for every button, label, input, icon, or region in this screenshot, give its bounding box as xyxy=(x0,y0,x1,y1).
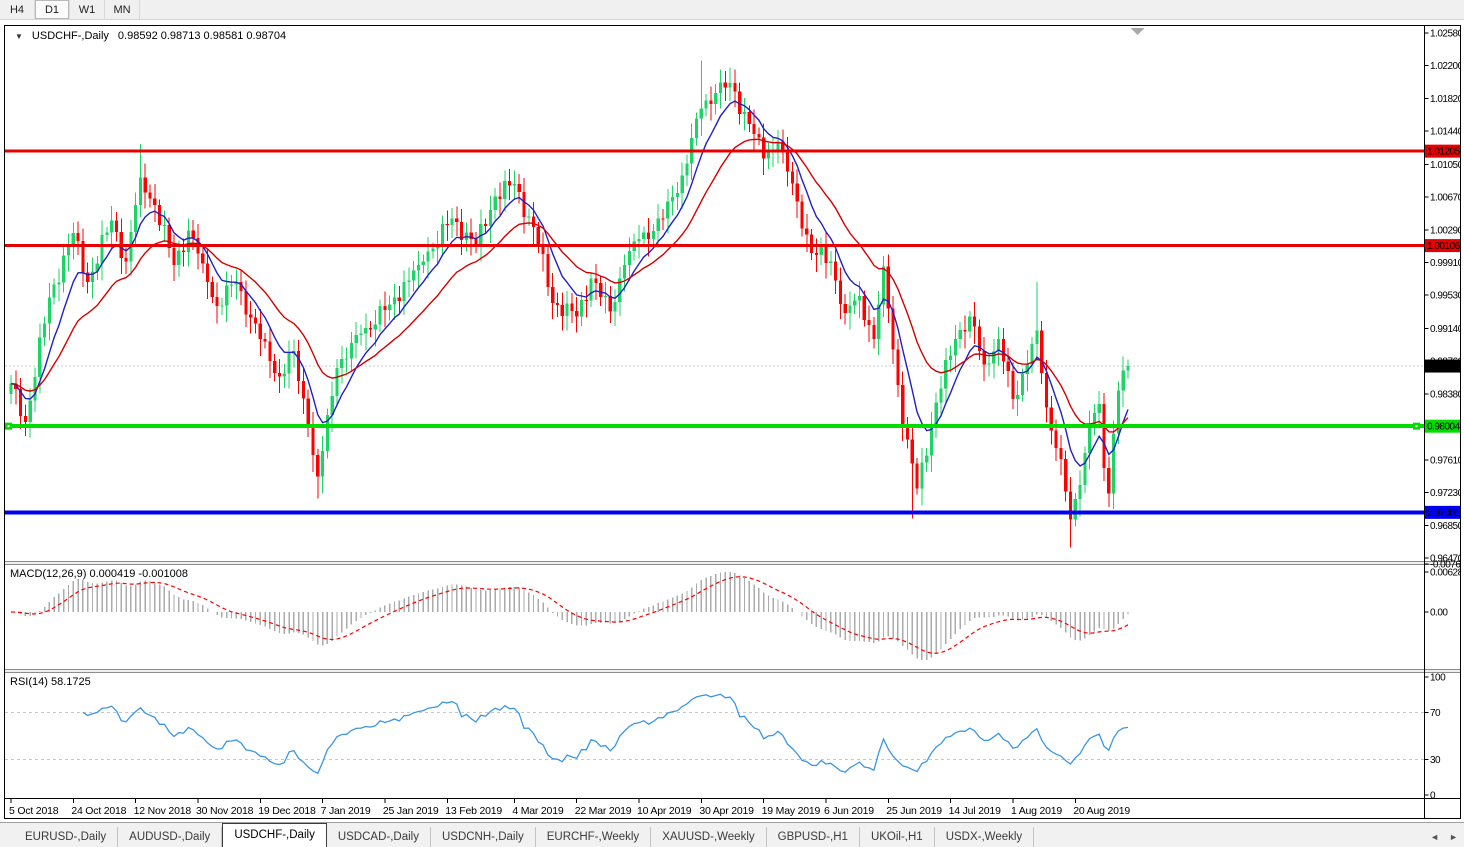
svg-text:6 Jun 2019: 6 Jun 2019 xyxy=(824,805,874,817)
svg-text:25 Jun 2019: 25 Jun 2019 xyxy=(886,805,942,817)
timeframe-button-d1[interactable]: D1 xyxy=(35,0,70,19)
tab-ukoil-h1[interactable]: UKOil-,H1 xyxy=(860,827,935,847)
svg-text:1.01205: 1.01205 xyxy=(1427,147,1460,158)
tab-scroll-left-icon[interactable]: ◄ xyxy=(1430,832,1440,842)
svg-text:22 Mar 2019: 22 Mar 2019 xyxy=(575,805,632,817)
tab-gbpusd-h1[interactable]: GBPUSD-,H1 xyxy=(767,827,860,847)
tab-scroll-right-icon[interactable]: ► xyxy=(1449,832,1458,842)
svg-text:13 Feb 2019: 13 Feb 2019 xyxy=(445,805,502,817)
svg-text:1.00290: 1.00290 xyxy=(1430,225,1460,236)
svg-text:0.97230: 0.97230 xyxy=(1430,488,1460,499)
support-green-label xyxy=(1425,419,1460,433)
candles xyxy=(9,60,1130,548)
tab-eurchf-weekly[interactable]: EURCHF-,Weekly xyxy=(536,827,652,847)
timeframe-button-h4[interactable]: H4 xyxy=(0,0,35,19)
timeframe-button-mn[interactable]: MN xyxy=(105,0,140,19)
timeframe-toolbar: H4 D1 W1 MN xyxy=(0,0,1464,20)
svg-text:0.00: 0.00 xyxy=(1430,608,1448,619)
svg-text:30: 30 xyxy=(1430,755,1441,766)
svg-text:1.02200: 1.02200 xyxy=(1430,61,1460,72)
svg-text:1.00106: 1.00106 xyxy=(1427,241,1460,252)
resistance-lower-label xyxy=(1425,239,1460,253)
svg-text:5 Oct 2018: 5 Oct 2018 xyxy=(9,805,59,817)
ma-slow-line xyxy=(10,138,1129,433)
svg-text:24 Oct 2018: 24 Oct 2018 xyxy=(71,805,126,817)
svg-text:4 Mar 2019: 4 Mar 2019 xyxy=(512,805,563,817)
svg-text:19 May 2019: 19 May 2019 xyxy=(762,805,821,817)
tab-eurusd-daily[interactable]: EURUSD-,Daily xyxy=(14,827,119,847)
shift-marker-icon xyxy=(1130,28,1145,35)
macd-histogram xyxy=(15,572,1129,660)
macd-signal-line xyxy=(10,576,1129,654)
svg-text:100: 100 xyxy=(1430,673,1446,684)
rsi-line xyxy=(82,693,1129,775)
svg-text:1 Aug 2019: 1 Aug 2019 xyxy=(1011,805,1062,817)
svg-text:30 Apr 2019: 30 Apr 2019 xyxy=(699,805,754,817)
tab-usdchf-daily[interactable]: USDCHF-,Daily xyxy=(222,823,327,847)
svg-text:12 Nov 2018: 12 Nov 2018 xyxy=(134,805,192,817)
svg-text:14 Jul 2019: 14 Jul 2019 xyxy=(949,805,1001,817)
svg-text:0.98004: 0.98004 xyxy=(1427,422,1460,433)
support-blue-label xyxy=(1425,505,1460,519)
ma-fast-line xyxy=(10,100,1129,467)
x-axis-dates: 5 Oct 2018 24 Oct 2018 12 Nov 2018 30 Nov 2… xyxy=(9,798,1131,817)
svg-text:0.96850: 0.96850 xyxy=(1430,521,1460,532)
svg-text:0.006286: 0.006286 xyxy=(1430,568,1460,579)
chart-tab-bar: EURUSD-,Daily AUDUSD-,Daily USDCHF-,Dail… xyxy=(0,822,1464,847)
svg-text:0.99140: 0.99140 xyxy=(1430,324,1460,335)
svg-text:0.99910: 0.99910 xyxy=(1430,258,1460,269)
svg-text:25 Jan 2019: 25 Jan 2019 xyxy=(383,805,439,817)
svg-text:0.99530: 0.99530 xyxy=(1430,291,1460,302)
resistance-upper-label xyxy=(1425,144,1460,158)
chart-collapse-icon[interactable]: ▼ xyxy=(15,31,23,41)
svg-text:0.97001: 0.97001 xyxy=(1427,508,1460,519)
svg-text:1.00670: 1.00670 xyxy=(1430,193,1460,204)
chart-symbol-title: USDCHF-,Daily xyxy=(31,30,109,42)
tab-usdcnh-daily[interactable]: USDCNH-,Daily xyxy=(431,827,536,847)
svg-text:0.97610: 0.97610 xyxy=(1430,456,1460,467)
svg-text:1.01050: 1.01050 xyxy=(1430,160,1460,171)
svg-text:0.98704: 0.98704 xyxy=(1427,362,1460,373)
svg-text:19 Dec 2018: 19 Dec 2018 xyxy=(258,805,316,817)
svg-text:30 Nov 2018: 30 Nov 2018 xyxy=(196,805,254,817)
chart-title-row: ▼ USDCHF-,Daily 0.98592 0.98713 0.98581 … xyxy=(15,30,286,42)
tab-usdcad-daily[interactable]: USDCAD-,Daily xyxy=(327,827,431,847)
svg-text:-0.00762: -0.00762 xyxy=(1430,560,1460,571)
tab-audusd-daily[interactable]: AUDUSD-,Daily xyxy=(118,827,223,847)
current-price-label xyxy=(1425,359,1460,373)
svg-text:7 Jan 2019: 7 Jan 2019 xyxy=(321,805,371,817)
svg-text:1.01820: 1.01820 xyxy=(1430,94,1460,105)
svg-text:70: 70 xyxy=(1430,708,1441,719)
svg-text:0: 0 xyxy=(1430,791,1436,802)
svg-text:10 Apr 2019: 10 Apr 2019 xyxy=(637,805,692,817)
svg-text:1.01440: 1.01440 xyxy=(1430,126,1460,137)
tab-scroll-nav: ◄ ► xyxy=(1430,832,1458,842)
svg-text:20 Aug 2019: 20 Aug 2019 xyxy=(1073,805,1130,817)
svg-text:0.98380: 0.98380 xyxy=(1430,389,1460,400)
price-chart-canvas[interactable]: 1.02580 1.02200 1.01820 1.01440 1.01050 1.006… xyxy=(5,26,1460,818)
chart-ohlc-values: 0.98592 0.98713 0.98581 0.98704 xyxy=(117,30,287,42)
y-axis-ticks: 1.02580 1.02200 1.01820 1.01440 1.01050 1.006… xyxy=(1424,29,1460,802)
svg-text:0.96470: 0.96470 xyxy=(1430,554,1460,565)
chart-window: 1.02580 1.02200 1.01820 1.01440 1.01050 1.006… xyxy=(4,25,1461,819)
timeframe-button-w1[interactable]: W1 xyxy=(70,0,105,19)
tab-usdx-weekly[interactable]: USDX-,Weekly xyxy=(935,827,1035,847)
svg-text:1.02580: 1.02580 xyxy=(1430,29,1460,40)
tab-xauusd-weekly[interactable]: XAUUSD-,Weekly xyxy=(651,827,767,847)
